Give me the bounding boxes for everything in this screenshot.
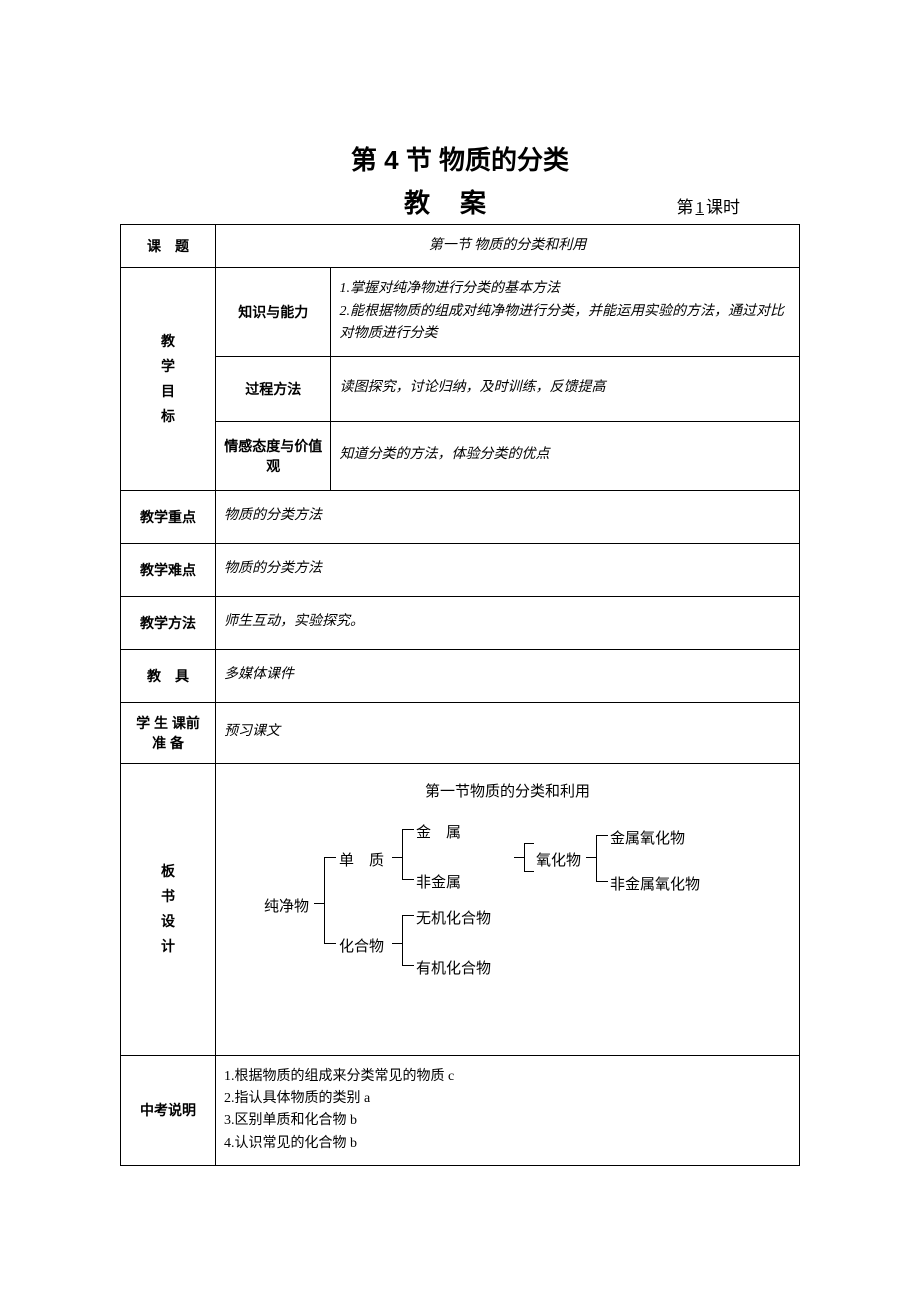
tree-nonmetal-oxide: 非金属氧化物: [610, 873, 700, 894]
row-tool: 教 具 多媒体课件: [121, 649, 800, 702]
document-page: 第 4 节 物质的分类 教案 第1课时 课 题 第一节 物质的分类和利用 教学目…: [0, 0, 920, 1266]
period-prefix: 第: [677, 198, 694, 217]
exam-line-2: 2.指认具体物质的类别 a: [224, 1088, 791, 1110]
diagram-title: 第一节物质的分类和利用: [224, 780, 791, 801]
row-prep: 学 生 课前 准 备 预习课文: [121, 702, 800, 763]
tree-metal: 金 属: [416, 821, 461, 842]
subtitle: 教案: [404, 183, 516, 220]
value-exam: 1.根据物质的组成来分类常见的物质 c 2.指认具体物质的类别 a 3.区别单质…: [216, 1055, 800, 1166]
row-difficult: 教学难点 物质的分类方法: [121, 543, 800, 596]
exam-line-1: 1.根据物质的组成来分类常见的物质 c: [224, 1066, 791, 1088]
tree-root: 纯净物: [264, 895, 309, 916]
label-process: 过程方法: [216, 356, 331, 421]
label-prep: 学 生 课前 准 备: [121, 702, 216, 763]
label-method: 教学方法: [121, 596, 216, 649]
subtitle-row: 教案 第1课时: [120, 183, 800, 220]
exam-line-4: 4.认识常见的化合物 b: [224, 1133, 791, 1155]
tree-nonmetal: 非金属: [416, 871, 461, 892]
value-attitude: 知道分类的方法，体验分类的优点: [331, 421, 800, 490]
row-goal-process: 过程方法 读图探究，讨论归纳，及时训练，反馈提高: [121, 356, 800, 421]
board-cell: 第一节物质的分类和利用 纯净物 单 质 金 属 非金属 化合物: [216, 763, 800, 1055]
exam-line-3: 3.区别单质和化合物 b: [224, 1110, 791, 1132]
value-tool: 多媒体课件: [216, 649, 800, 702]
row-focus: 教学重点 物质的分类方法: [121, 490, 800, 543]
period-number: 1: [694, 198, 707, 217]
tree-oxide: 氧化物: [536, 849, 581, 870]
tree-compound: 化合物: [339, 935, 384, 956]
row-goal-knowledge: 教学目标 知识与能力 1.掌握对纯净物进行分类的基本方法 2.能根据物质的组成对…: [121, 268, 800, 356]
period-suffix: 课时: [706, 198, 740, 217]
value-prep: 预习课文: [216, 702, 800, 763]
row-exam: 中考说明 1.根据物质的组成来分类常见的物质 c 2.指认具体物质的类别 a 3…: [121, 1055, 800, 1166]
value-focus: 物质的分类方法: [216, 490, 800, 543]
tree-metal-oxide: 金属氧化物: [610, 827, 685, 848]
row-topic: 课 题 第一节 物质的分类和利用: [121, 225, 800, 268]
label-board: 板书设计: [121, 763, 216, 1055]
value-topic: 第一节 物质的分类和利用: [216, 225, 800, 268]
label-topic: 课 题: [121, 225, 216, 268]
period-label: 第1课时: [677, 193, 741, 218]
tree-inorganic: 无机化合物: [416, 907, 491, 928]
lesson-plan-table: 课 题 第一节 物质的分类和利用 教学目标 知识与能力 1.掌握对纯净物进行分类…: [120, 224, 800, 1166]
label-exam: 中考说明: [121, 1055, 216, 1166]
label-goals: 教学目标: [121, 268, 216, 490]
row-goal-attitude: 情感态度与价值观 知道分类的方法，体验分类的优点: [121, 421, 800, 490]
value-knowledge: 1.掌握对纯净物进行分类的基本方法 2.能根据物质的组成对纯净物进行分类，并能运…: [331, 268, 800, 356]
row-board: 板书设计 第一节物质的分类和利用 纯净物 单 质 金 属 非金属 化合: [121, 763, 800, 1055]
row-method: 教学方法 师生互动，实验探究。: [121, 596, 800, 649]
doc-title: 第 4 节 物质的分类: [120, 140, 800, 177]
label-difficult: 教学难点: [121, 543, 216, 596]
label-knowledge: 知识与能力: [216, 268, 331, 356]
label-attitude: 情感态度与价值观: [216, 421, 331, 490]
label-tool: 教 具: [121, 649, 216, 702]
label-focus: 教学重点: [121, 490, 216, 543]
classification-tree: 纯净物 单 质 金 属 非金属 化合物: [224, 815, 791, 1025]
value-method: 师生互动，实验探究。: [216, 596, 800, 649]
tree-danzhi: 单 质: [339, 849, 384, 870]
value-difficult: 物质的分类方法: [216, 543, 800, 596]
tree-organic: 有机化合物: [416, 957, 491, 978]
value-process: 读图探究，讨论归纳，及时训练，反馈提高: [331, 356, 800, 421]
